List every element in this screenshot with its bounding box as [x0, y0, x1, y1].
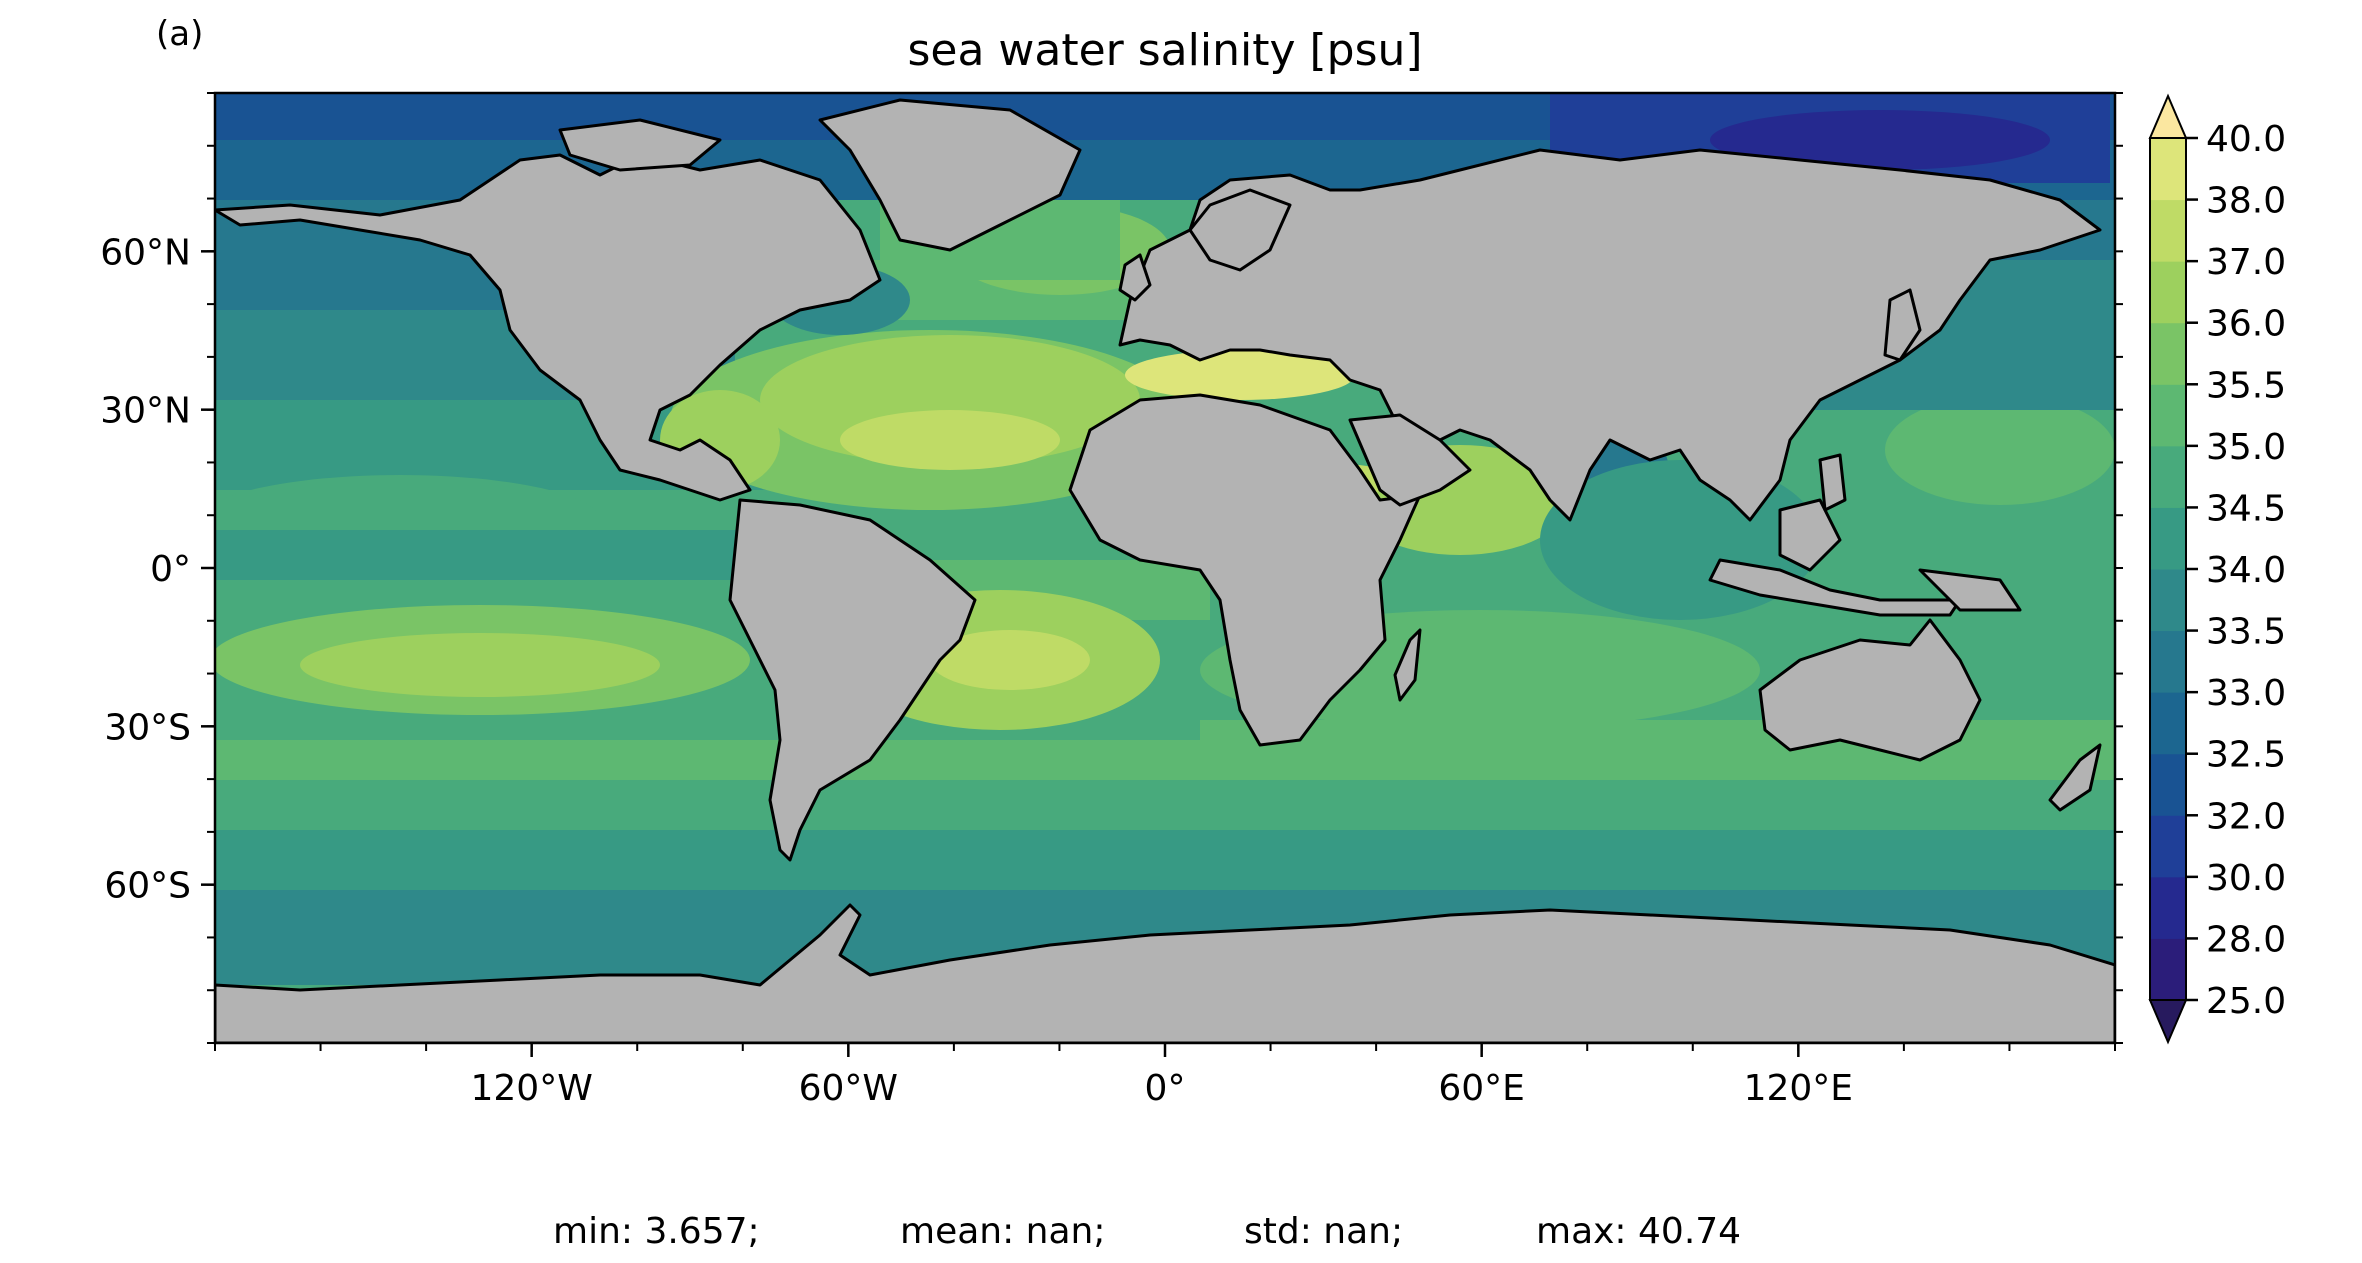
- colorbar-segment: [2150, 630, 2186, 693]
- salinity-band: [215, 780, 2115, 830]
- australia: [1758, 618, 1982, 762]
- salinity-band: [300, 633, 660, 697]
- colorbar-tick-label: 40.0: [2206, 119, 2286, 160]
- longitude-axis: 120°W 60°W 0° 60°E 120°E: [214, 1043, 2116, 1109]
- colorbar-tick-label: 36.0: [2206, 304, 2286, 345]
- colorbar-tick-label: 28.0: [2206, 919, 2286, 960]
- colorbar-segment: [2150, 569, 2186, 632]
- colorbar-segment: [2150, 445, 2186, 508]
- salinity-band: [1125, 350, 1355, 400]
- antarctica: [215, 903, 2115, 1043]
- lat-tick-label: 0°: [150, 549, 191, 590]
- salinity-map: 120°W 60°W 0° 60°E 120°E 60°N 30°N 0° 30°S 60°S: [100, 91, 2123, 1109]
- greenland: [818, 98, 1082, 252]
- arctic-islands: [558, 118, 722, 172]
- scandinavia: [1188, 188, 1292, 272]
- south-america: [728, 498, 977, 862]
- salinity-band: [215, 530, 775, 580]
- colorbar-segment: [2150, 199, 2186, 262]
- stat-std: std: nan;: [1244, 1211, 1403, 1252]
- japan: [1883, 288, 1922, 362]
- colorbar-segment: [2150, 322, 2186, 385]
- salinity-band: [1885, 395, 2115, 505]
- colorbar-tick-label: 37.0: [2206, 242, 2286, 283]
- colorbar-tick-label: 32.5: [2206, 735, 2286, 776]
- lon-tick-label: 0°: [1145, 1068, 1186, 1109]
- colorbar-tick-label: 33.0: [2206, 673, 2286, 714]
- colorbar-tick-label: 30.0: [2206, 858, 2286, 899]
- arabian-peninsula: [1348, 413, 1472, 507]
- lat-tick-label: 30°S: [104, 707, 191, 748]
- colorbar-under-extension: [2148, 999, 2188, 1045]
- africa: [1068, 393, 1422, 747]
- colorbar-segment: [2150, 138, 2186, 201]
- statistics-line: min: 3.657; mean: nan; std: nan; max: 40…: [553, 1211, 1741, 1252]
- british-isles: [1118, 253, 1152, 302]
- indonesia: [1708, 558, 1962, 617]
- colorbar-segment: [2150, 261, 2186, 324]
- lat-tick-label: 60°N: [100, 232, 191, 273]
- salinity-band: [1710, 110, 2050, 170]
- lon-tick-label: 60°W: [799, 1068, 898, 1109]
- borneo: [1778, 498, 1842, 572]
- philippines: [1818, 453, 1847, 512]
- colorbar-segment: [2150, 692, 2186, 755]
- lat-tick-label: 60°S: [104, 866, 191, 907]
- madagascar: [1393, 628, 1422, 702]
- new-zealand: [2048, 743, 2102, 812]
- colorbar-segment: [2150, 815, 2186, 878]
- lon-tick-label: 60°E: [1438, 1068, 1525, 1109]
- colorbar-segment: [2150, 876, 2186, 939]
- lat-tick-label: 30°N: [100, 391, 191, 432]
- stat-max: max: 40.74: [1536, 1211, 1741, 1252]
- colorbar-segment: [2150, 753, 2186, 816]
- colorbar-tick-label: 35.5: [2206, 365, 2286, 406]
- latitude-axis: 60°N 30°N 0° 30°S 60°S: [100, 92, 2123, 1044]
- colorbar-tick-label: 33.5: [2206, 612, 2286, 653]
- colorbar-tick-label: 35.0: [2206, 427, 2286, 468]
- salinity-band: [840, 410, 1060, 470]
- land-masses: [215, 98, 2115, 1043]
- colorbar-segment: [2150, 938, 2186, 1001]
- lon-tick-label: 120°E: [1744, 1068, 1853, 1109]
- colorbar-over-extension: [2148, 93, 2188, 139]
- colorbar-tick-label: 38.0: [2206, 181, 2286, 222]
- colorbar-tick-label: 34.0: [2206, 550, 2286, 591]
- salinity-band: [930, 630, 1090, 690]
- colorbar-segment: [2150, 384, 2186, 447]
- colorbar-tick-label: 32.0: [2206, 796, 2286, 837]
- colorbar-tick-label: 34.5: [2206, 488, 2286, 529]
- panel-label: (a): [156, 14, 203, 54]
- colorbar-segment: [2150, 507, 2186, 570]
- salinity-band: [215, 740, 2115, 780]
- stat-min: min: 3.657;: [553, 1211, 760, 1252]
- colorbar: 25.0 28.0 30.0 32.0 32.5 33.0 33.5 34.0 34.5 35.0…: [2148, 93, 2286, 1045]
- stat-mean: mean: nan;: [900, 1211, 1106, 1252]
- eurasia: [1118, 148, 2102, 522]
- colorbar-tick-label: 25.0: [2206, 981, 2286, 1022]
- salinity-band: [215, 830, 2115, 890]
- figure-title: sea water salinity [psu]: [907, 25, 1422, 76]
- new-guinea: [1918, 568, 2022, 612]
- lon-tick-label: 120°W: [471, 1068, 593, 1109]
